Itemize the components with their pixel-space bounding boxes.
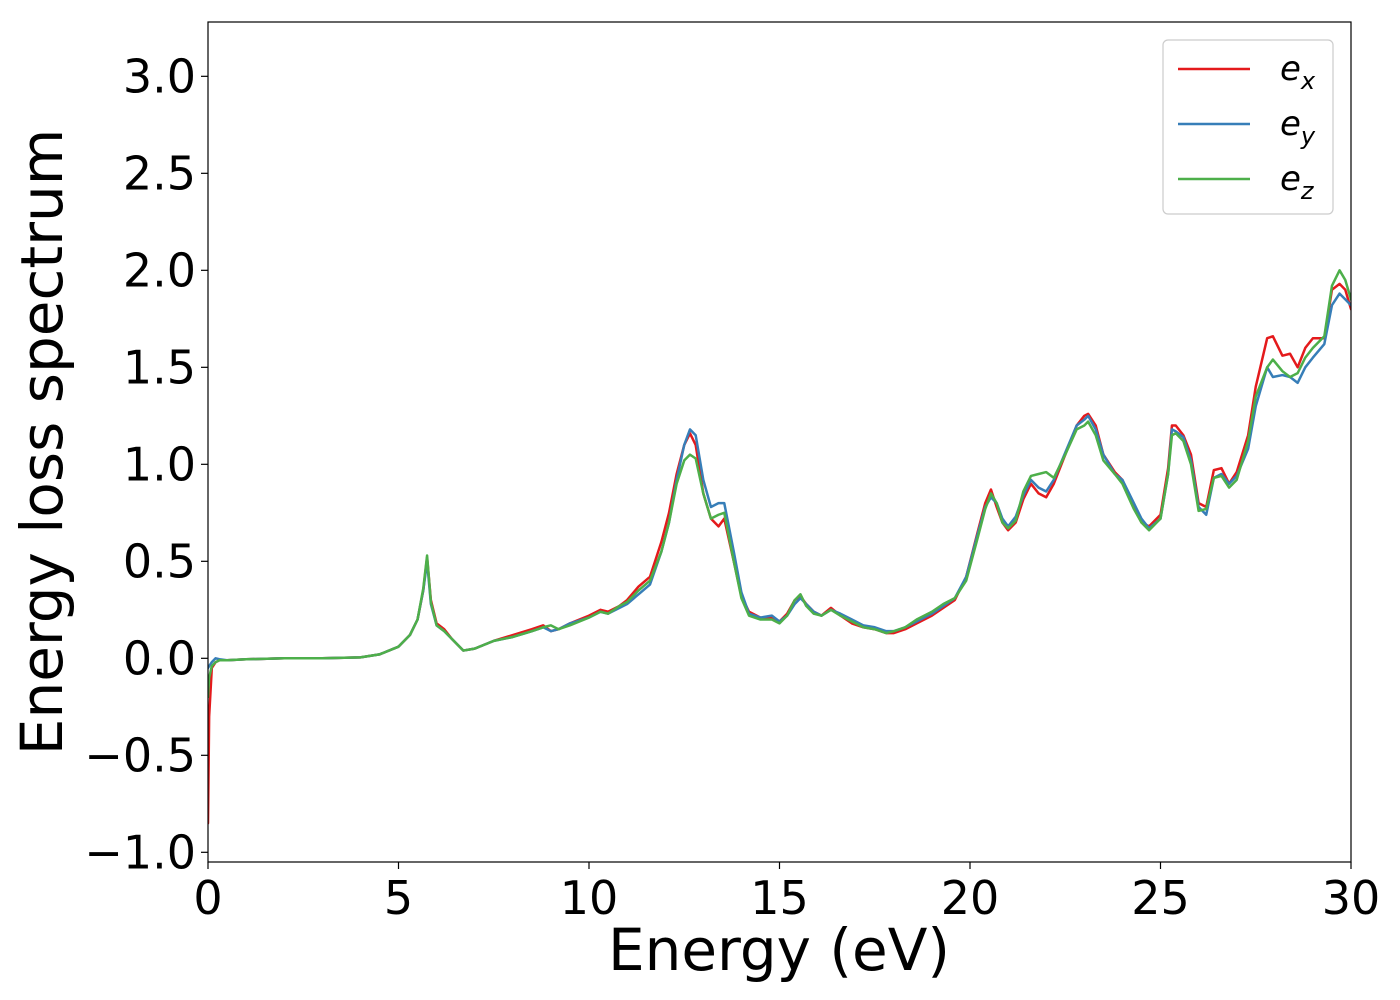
x-axis-title: Energy (eV) (608, 916, 950, 984)
y-tick-label: 0.5 (123, 534, 196, 588)
legend-label-ey: ey (1280, 104, 1316, 150)
x-axis: 0 5 10 15 20 25 30 (193, 862, 1380, 925)
x-tick-label: 25 (1131, 871, 1190, 925)
y-tick-label: 1.0 (123, 437, 196, 491)
legend-label-ex: ex (1280, 49, 1316, 95)
y-tick-label: 2.5 (123, 146, 196, 200)
y-axis: −1.0 −0.5 0.0 0.5 1.0 1.5 2.0 2.5 3.0 (84, 49, 208, 879)
x-tick-label: 0 (193, 871, 222, 925)
x-tick-label: 15 (750, 871, 809, 925)
x-tick-label: 20 (941, 871, 1000, 925)
y-tick-label: −0.5 (84, 728, 196, 782)
y-tick-label: 2.0 (123, 243, 196, 297)
x-tick-label: 10 (560, 871, 619, 925)
y-tick-label: 0.0 (123, 631, 196, 685)
x-tick-label: 5 (384, 871, 413, 925)
y-tick-label: 1.5 (123, 340, 196, 394)
y-axis-title: Energy loss spectrum (8, 129, 76, 755)
y-tick-label: −1.0 (84, 825, 196, 879)
series-line-ez (208, 269, 1351, 699)
legend-box (1162, 39, 1334, 215)
x-tick-label: 30 (1322, 871, 1381, 925)
y-tick-label: 3.0 (123, 49, 196, 103)
plot-area (208, 22, 1351, 862)
legend-label-ez: ez (1280, 159, 1315, 205)
legend: ex ey ez (1162, 39, 1334, 215)
series-layer (208, 269, 1351, 825)
